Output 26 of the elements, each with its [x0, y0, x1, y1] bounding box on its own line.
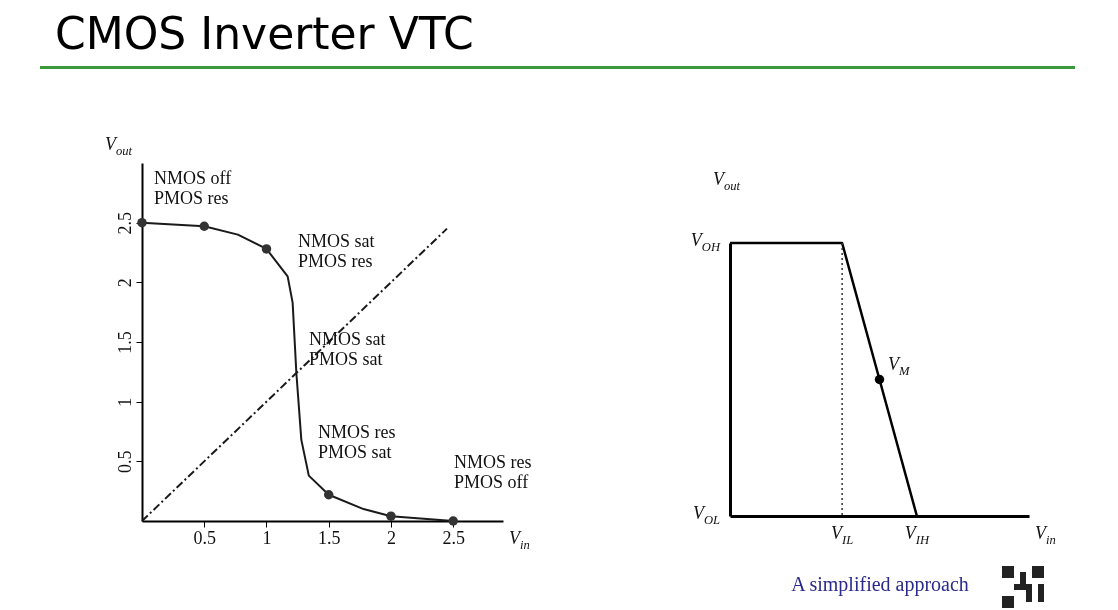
y-tick-label: 1.5: [114, 331, 135, 354]
annotation: NMOS res PMOS off: [454, 452, 532, 493]
annotation: NMOS sat PMOS sat: [309, 329, 386, 370]
annotation: V$_{M}$: [888, 354, 910, 379]
text: V$_{OL}$: [692, 503, 720, 528]
x-tick-label: 1: [262, 527, 272, 548]
x-tick-label: 1.5: [317, 527, 341, 548]
text: V$_{OH}$: [690, 230, 720, 255]
y-tick-label: 2.5: [114, 211, 135, 235]
y-tick-label: 0.5: [114, 450, 135, 474]
x-tick-label: V$_{IL}$: [831, 523, 854, 548]
y-axis-title: V$_{out}$: [104, 134, 132, 159]
y-tick-label: 1: [114, 397, 135, 407]
annotation: NMOS off PMOS res: [154, 168, 232, 209]
annotation: NMOS sat PMOS res: [298, 231, 375, 272]
chart-title: CMOS Inverter VTC: [55, 8, 474, 59]
y-axis-title: V$_{out}$: [712, 169, 740, 194]
x-axis-title: V$_{in}$: [509, 528, 530, 553]
text: A simplified approach: [791, 573, 969, 595]
x-tick-label: 2: [386, 527, 396, 548]
x-axis-title: V$_{in}$: [1035, 523, 1056, 548]
x-tick-label: 0.5: [193, 527, 216, 548]
annotation: NMOS res PMOS sat: [318, 422, 396, 463]
x-tick-label: 2.5: [442, 527, 465, 548]
y-tick-label: 2: [114, 278, 135, 288]
x-tick-label: V$_{IH}$: [904, 523, 930, 548]
